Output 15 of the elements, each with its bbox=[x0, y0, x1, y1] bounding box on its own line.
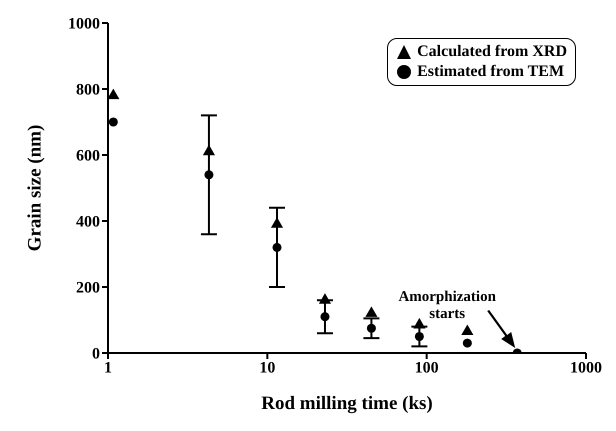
y-tick-label: 0 bbox=[92, 346, 100, 363]
y-tick-label: 800 bbox=[76, 82, 100, 99]
y-tick-label: 400 bbox=[76, 214, 100, 231]
x-tick-label: 1 bbox=[104, 359, 112, 376]
y-axis-title: Grain size (nm) bbox=[24, 124, 46, 252]
x-tick-label: 10 bbox=[259, 359, 276, 376]
y-tick-label: 1000 bbox=[68, 16, 100, 33]
annotation: Amorphization starts bbox=[398, 289, 497, 322]
legend-label: Calculated from XRD bbox=[417, 42, 567, 62]
x-tick-label: 1000 bbox=[570, 359, 602, 376]
y-tick-label: 200 bbox=[76, 280, 100, 297]
y-tick-label: 600 bbox=[76, 148, 100, 165]
legend-label: Estimated from TEM bbox=[417, 62, 564, 82]
x-tick-label: 100 bbox=[414, 359, 439, 376]
x-axis-title: Rod milling time (ks) bbox=[261, 393, 433, 414]
